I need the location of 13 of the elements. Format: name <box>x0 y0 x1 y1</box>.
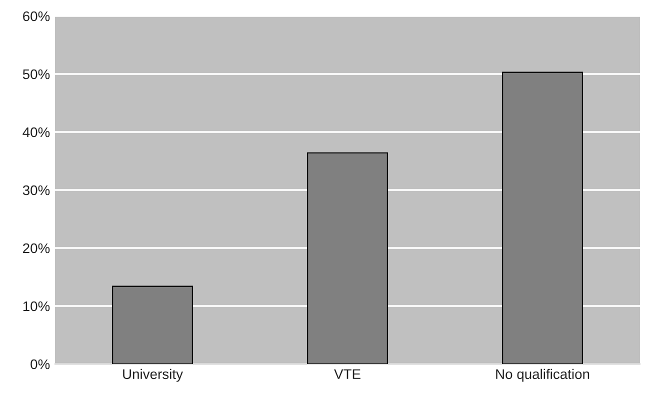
bar <box>306 152 388 364</box>
y-tick-label: 10% <box>23 301 50 312</box>
y-tick-label: 0% <box>30 359 50 370</box>
y-tick-label: 50% <box>22 69 50 80</box>
y-tick-label: 20% <box>23 243 50 254</box>
y-tick-label: 40% <box>22 127 50 138</box>
bar <box>112 286 194 364</box>
x-tick-label: University <box>123 368 183 382</box>
x-tick-label: VTE <box>334 369 360 379</box>
y-tick-label: 60% <box>23 11 50 22</box>
x-tick-label: No qualification <box>496 368 590 382</box>
bar <box>502 72 584 364</box>
y-tick-label: 30% <box>22 185 50 196</box>
